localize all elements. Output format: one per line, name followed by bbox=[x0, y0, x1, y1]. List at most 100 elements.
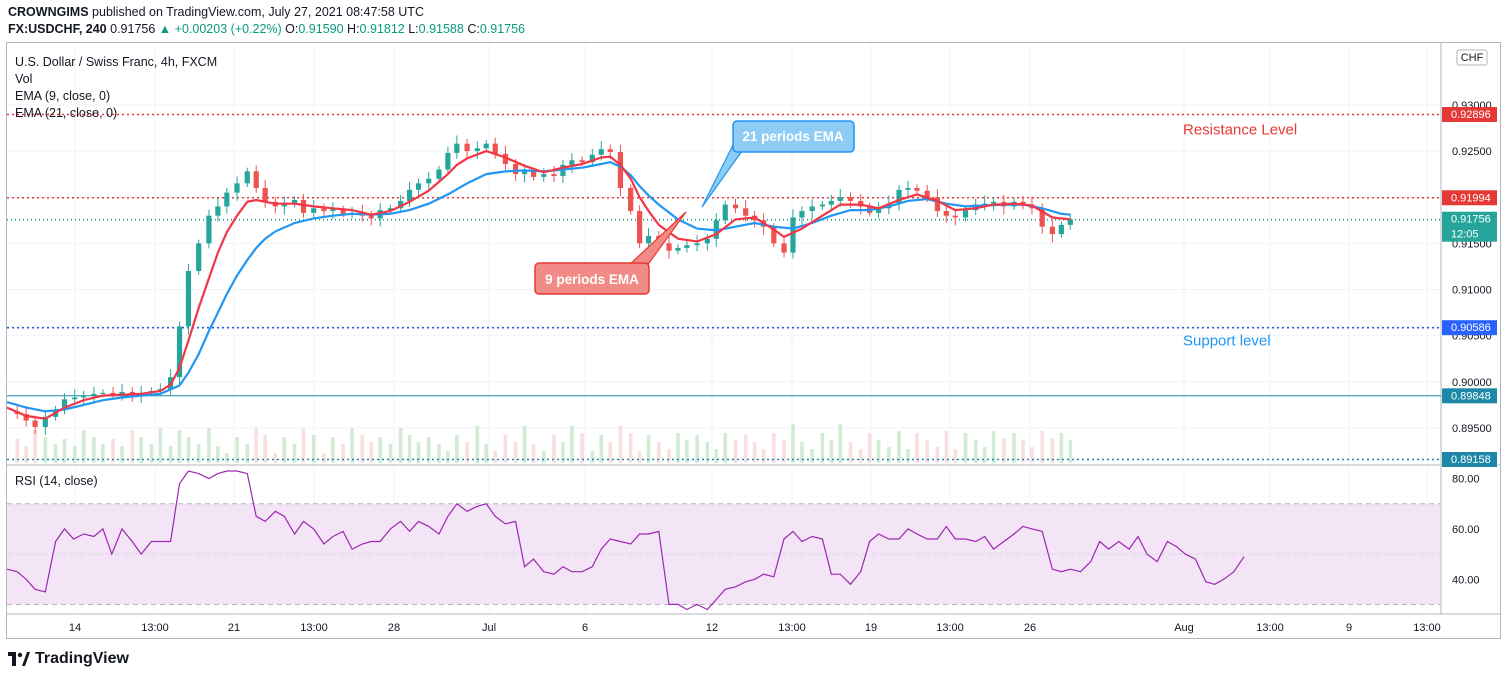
volume-bar bbox=[1021, 440, 1025, 463]
time-tick-label: 13:00 bbox=[1413, 622, 1441, 634]
volume-bar bbox=[1002, 438, 1006, 463]
volume-bar bbox=[1068, 440, 1073, 463]
candle-body bbox=[905, 187, 911, 190]
volume-bar bbox=[350, 428, 354, 463]
volume-bar bbox=[570, 426, 574, 463]
volume-bar bbox=[897, 431, 901, 463]
volume-bar bbox=[695, 435, 699, 463]
publish-info: CROWNGIMS published on TradingView.com, … bbox=[8, 5, 424, 19]
volume-bar bbox=[820, 433, 825, 463]
price-tag-label: 0.90586 bbox=[1451, 322, 1491, 334]
volume-bar bbox=[944, 431, 949, 463]
currency-badge bbox=[1456, 49, 1488, 66]
close-value: 0.91756 bbox=[479, 22, 526, 36]
legend-vol[interactable]: Vol bbox=[15, 72, 33, 86]
volume-bar bbox=[92, 437, 96, 463]
volume-bar bbox=[925, 440, 929, 463]
time-tick-label: 13:00 bbox=[778, 622, 806, 634]
volume-bar bbox=[1030, 447, 1034, 463]
candle-body bbox=[119, 391, 125, 395]
ema9-callout: 9 periods EMA bbox=[534, 211, 687, 295]
volume-bar bbox=[186, 437, 191, 463]
rsi-line bbox=[6, 470, 1245, 611]
close-label: C: bbox=[467, 22, 480, 36]
volume-bar bbox=[33, 430, 37, 463]
volume-bar bbox=[982, 447, 987, 463]
legend-ema21[interactable]: EMA (21, close, 0) bbox=[15, 106, 118, 120]
candle-body bbox=[253, 171, 259, 188]
volume-bar bbox=[245, 444, 250, 463]
candle-body bbox=[415, 183, 422, 190]
candle-body bbox=[828, 200, 834, 205]
candle-body bbox=[743, 208, 749, 216]
price-tag-support bbox=[1442, 320, 1497, 336]
price-tag-hline bbox=[1442, 388, 1497, 404]
ema9-line bbox=[6, 149, 1071, 420]
candle-body bbox=[1058, 224, 1064, 235]
candle-body bbox=[1067, 219, 1073, 225]
volume-bar bbox=[322, 453, 326, 463]
volume-bar bbox=[446, 451, 450, 463]
time-tick-label: 28 bbox=[388, 622, 400, 634]
volume-bar bbox=[177, 430, 182, 463]
volume-bar bbox=[378, 437, 382, 463]
volume-bar bbox=[263, 435, 267, 463]
low-value: 0.91588 bbox=[418, 22, 464, 36]
price-tick-label: 0.91000 bbox=[1452, 284, 1492, 296]
candle-body bbox=[492, 143, 498, 154]
resistance-label: Resistance Level bbox=[1183, 122, 1297, 139]
low-label: L: bbox=[408, 22, 419, 36]
volume-bar bbox=[225, 453, 229, 463]
legend-title[interactable]: U.S. Dollar / Swiss Franc, 4h, FXCM bbox=[15, 55, 218, 69]
callout-pointer bbox=[701, 134, 743, 208]
candle-body bbox=[934, 197, 940, 212]
candle-body bbox=[962, 210, 969, 218]
volume-bar bbox=[935, 447, 940, 463]
volume-bar bbox=[341, 444, 345, 463]
volume-bar bbox=[906, 449, 910, 463]
candle-body bbox=[398, 200, 404, 209]
candle-body bbox=[454, 143, 460, 153]
candle-body bbox=[206, 215, 212, 244]
candle-body bbox=[340, 209, 346, 214]
volume-bar bbox=[168, 446, 173, 463]
callout-box bbox=[732, 120, 855, 153]
change: +0.00203 (+0.22%) bbox=[174, 22, 282, 36]
candle-body bbox=[598, 149, 604, 155]
ema21-callout: 21 periods EMA bbox=[701, 120, 855, 208]
tradingview-logo-icon bbox=[8, 652, 30, 666]
volume-bar bbox=[331, 437, 335, 463]
volume-bar bbox=[772, 433, 776, 463]
volume-bar bbox=[235, 437, 239, 463]
volume-bar bbox=[867, 433, 872, 463]
brand-name: TradingView bbox=[35, 650, 129, 667]
volume-bar bbox=[475, 426, 480, 463]
legend-ema9[interactable]: EMA (9, close, 0) bbox=[15, 89, 111, 103]
candle-body bbox=[847, 197, 854, 201]
price-tag-label: 0.91756 bbox=[1451, 214, 1491, 226]
candle-body bbox=[464, 143, 470, 152]
callout-box bbox=[534, 262, 650, 295]
rsi-legend[interactable]: RSI (14, close) bbox=[15, 474, 98, 488]
volume-bar bbox=[388, 444, 393, 463]
volume-bar bbox=[848, 442, 853, 463]
volume-bar bbox=[207, 428, 211, 463]
candle-body bbox=[617, 151, 624, 188]
candle-body bbox=[579, 160, 585, 163]
volume-bar bbox=[685, 440, 689, 463]
publisher-name: CROWNGIMS bbox=[8, 5, 89, 19]
candle-body bbox=[809, 206, 815, 212]
symbol[interactable]: FX:USDCHF, 240 bbox=[8, 22, 107, 36]
volume-bar bbox=[752, 442, 757, 463]
volume-bar bbox=[667, 449, 671, 463]
candle-body bbox=[781, 243, 787, 253]
candle-body bbox=[1049, 226, 1056, 235]
candle-body bbox=[704, 238, 710, 244]
volume-bar bbox=[1040, 431, 1044, 463]
time-tick-label: 13:00 bbox=[936, 622, 964, 634]
price-tag-label: 0.92896 bbox=[1451, 109, 1491, 121]
candle-body bbox=[837, 197, 843, 201]
candle-body bbox=[321, 208, 327, 212]
volume-bar bbox=[876, 440, 881, 463]
